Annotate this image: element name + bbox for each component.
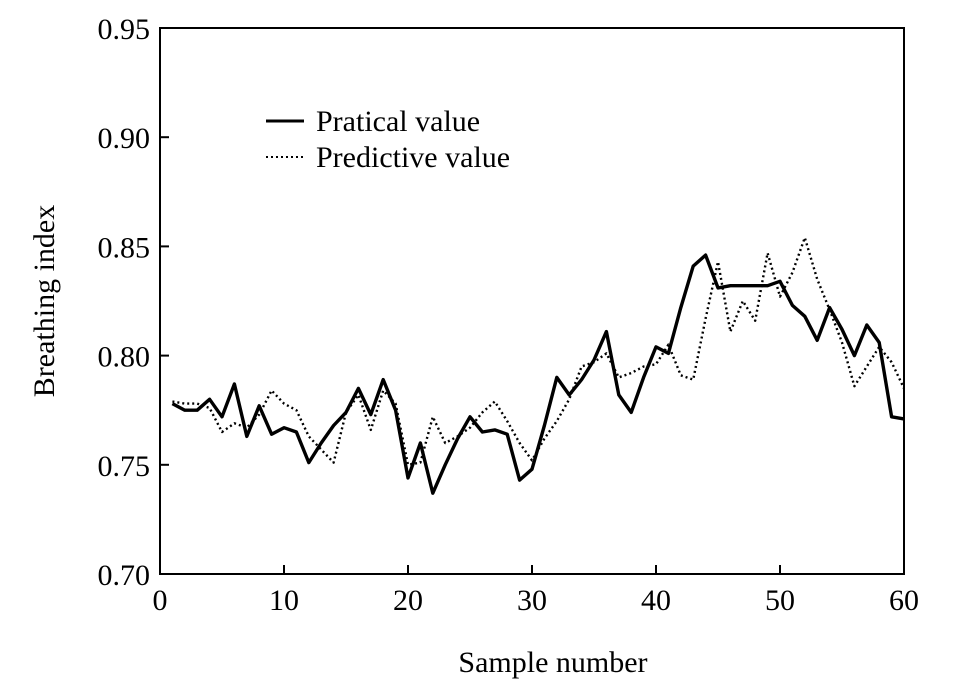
x-axis-ticks: 0 10 20 30 40 50 60	[153, 565, 919, 617]
y-axis-label: Breathing index	[28, 205, 61, 397]
x-tick-label: 20	[393, 584, 423, 617]
legend: Pratical value Predictive value	[266, 105, 510, 174]
series-line-predictive-value	[172, 236, 906, 466]
y-tick-label: 0.90	[98, 122, 151, 155]
x-axis-label: Sample number	[458, 646, 647, 679]
y-tick-label: 0.70	[98, 559, 151, 592]
series-line-pratical-value	[171, 253, 905, 495]
series-layer	[171, 236, 906, 495]
legend-label-pratical-value: Pratical value	[316, 105, 480, 138]
x-tick-label: 30	[517, 584, 547, 617]
x-tick-label: 40	[641, 584, 671, 617]
plot-area-frame	[159, 27, 905, 575]
x-tick-label: 0	[153, 584, 168, 617]
y-tick-label: 0.80	[98, 341, 151, 374]
x-tick-label: 50	[765, 584, 795, 617]
legend-label-predictive-value: Predictive value	[316, 141, 510, 174]
x-tick-label: 60	[889, 584, 919, 617]
y-axis-ticks: 0.70 0.75 0.80 0.85 0.90 0.95	[98, 13, 169, 592]
y-tick-label: 0.75	[98, 450, 151, 483]
y-tick-label: 0.95	[98, 13, 151, 46]
y-tick-label: 0.85	[98, 231, 151, 264]
x-tick-label: 10	[269, 584, 299, 617]
